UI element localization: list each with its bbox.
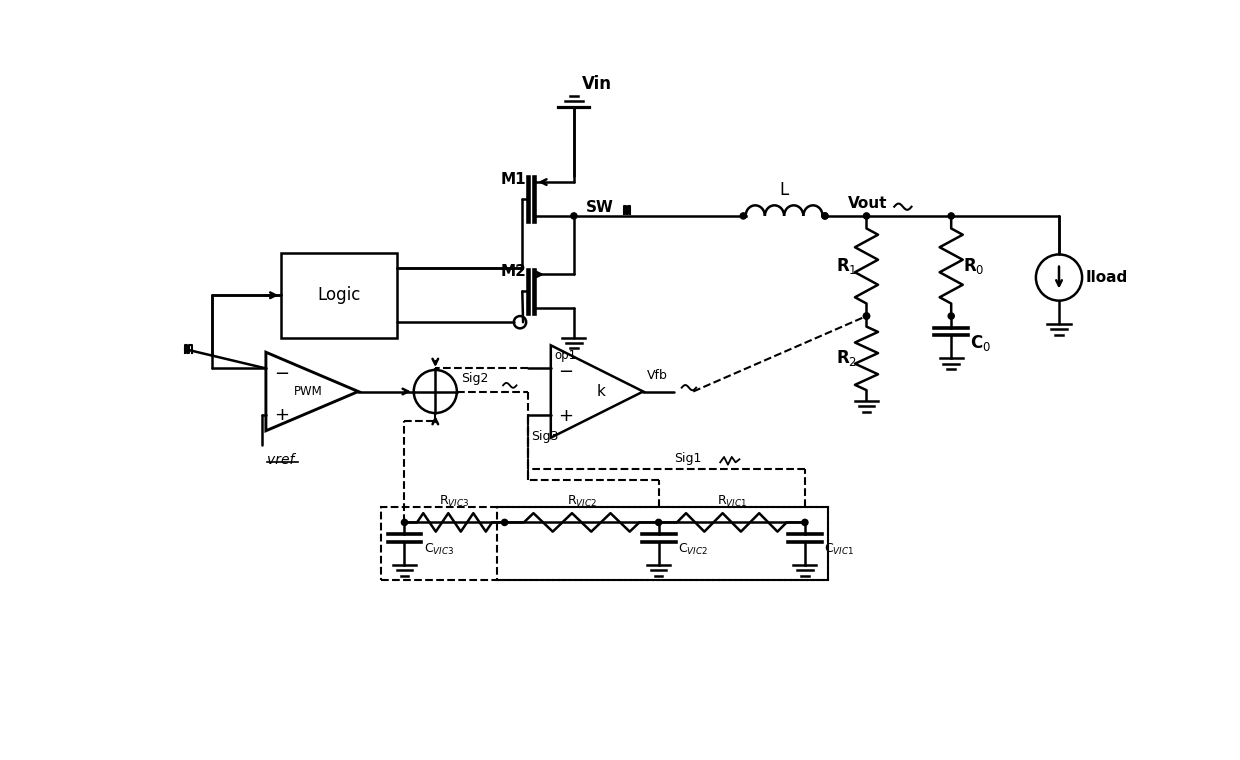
Text: M2: M2 <box>501 264 527 279</box>
Text: R$_{VIC3}$: R$_{VIC3}$ <box>439 493 470 508</box>
Text: R$_{VIC2}$: R$_{VIC2}$ <box>567 493 596 508</box>
Text: C$_0$: C$_0$ <box>971 333 992 353</box>
Circle shape <box>822 213 828 219</box>
Circle shape <box>501 519 507 525</box>
Text: Sig2: Sig2 <box>461 372 489 385</box>
Text: Vout: Vout <box>848 196 888 211</box>
Text: C$_{VIC2}$: C$_{VIC2}$ <box>678 542 708 557</box>
Text: $-$: $-$ <box>274 363 289 382</box>
FancyBboxPatch shape <box>281 253 397 337</box>
Circle shape <box>740 213 746 219</box>
Circle shape <box>570 213 577 219</box>
Text: Sig1: Sig1 <box>675 451 702 464</box>
Circle shape <box>863 313 869 319</box>
Circle shape <box>802 519 808 525</box>
Text: Iload: Iload <box>1086 270 1128 285</box>
Text: L: L <box>780 181 789 199</box>
Text: $+$: $+$ <box>274 406 289 423</box>
Text: k: k <box>596 384 605 399</box>
Circle shape <box>402 519 408 525</box>
Text: op1: op1 <box>554 349 577 363</box>
Text: PWM: PWM <box>294 385 322 398</box>
Text: Logic: Logic <box>317 287 361 304</box>
Text: R$_{VIC1}$: R$_{VIC1}$ <box>717 493 746 508</box>
Text: SW: SW <box>585 200 614 215</box>
Text: R$_0$: R$_0$ <box>962 256 985 276</box>
Circle shape <box>822 213 828 219</box>
Text: C$_{VIC1}$: C$_{VIC1}$ <box>825 542 854 557</box>
Circle shape <box>656 519 662 525</box>
Circle shape <box>949 313 955 319</box>
Text: R$_2$: R$_2$ <box>836 348 857 369</box>
Text: vref: vref <box>268 453 295 467</box>
Text: $+$: $+$ <box>558 407 574 425</box>
Circle shape <box>863 213 869 219</box>
Text: Sig3: Sig3 <box>532 430 559 443</box>
Text: C$_{VIC3}$: C$_{VIC3}$ <box>424 542 454 557</box>
Text: Vfb: Vfb <box>647 369 668 382</box>
Text: M1: M1 <box>501 172 526 187</box>
Text: R$_1$: R$_1$ <box>836 256 857 276</box>
Circle shape <box>949 213 955 219</box>
Text: $-$: $-$ <box>558 361 574 379</box>
Text: Vin: Vin <box>582 74 611 93</box>
Circle shape <box>863 313 869 319</box>
